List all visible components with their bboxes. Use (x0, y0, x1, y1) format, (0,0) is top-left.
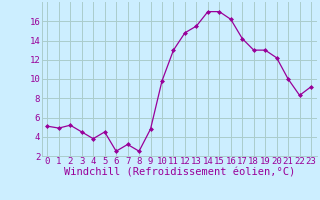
X-axis label: Windchill (Refroidissement éolien,°C): Windchill (Refroidissement éolien,°C) (64, 168, 295, 178)
